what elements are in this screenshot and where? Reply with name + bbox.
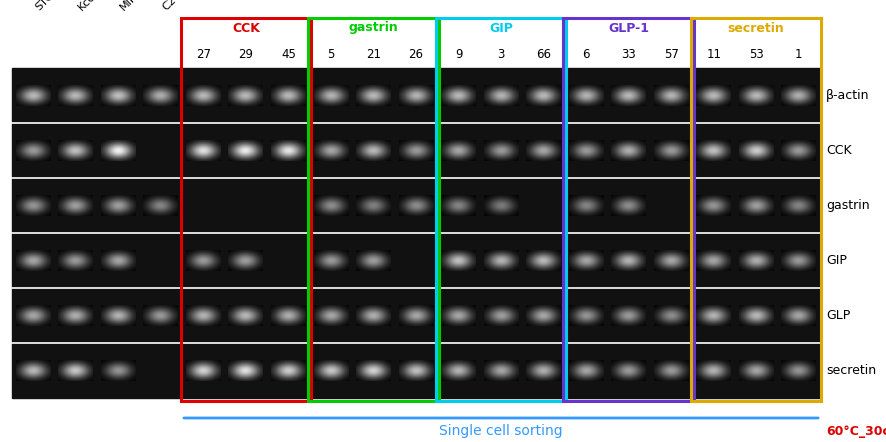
Text: 29: 29 — [238, 49, 253, 61]
Text: β-actin: β-actin — [826, 89, 869, 102]
Text: Single cell sorting: Single cell sorting — [439, 424, 563, 438]
Text: 9: 9 — [455, 49, 462, 61]
Text: 60°C_30cycle: 60°C_30cycle — [826, 424, 886, 438]
Text: secretin: secretin — [826, 364, 876, 377]
Text: CCK: CCK — [232, 22, 260, 34]
Text: GIP: GIP — [489, 22, 513, 34]
Text: GLP-1: GLP-1 — [608, 22, 649, 34]
Bar — [12, 68, 820, 398]
Text: 26: 26 — [408, 49, 424, 61]
Text: gastrin: gastrin — [826, 199, 870, 212]
Text: 45: 45 — [281, 49, 296, 61]
Text: C2C12: C2C12 — [161, 0, 194, 12]
Text: 11: 11 — [706, 49, 721, 61]
Text: STC-1: STC-1 — [34, 0, 63, 12]
Text: 53: 53 — [749, 49, 764, 61]
Bar — [308, 18, 439, 401]
Text: 33: 33 — [621, 49, 636, 61]
Bar — [563, 18, 694, 401]
Bar — [436, 18, 566, 401]
Text: CCK: CCK — [826, 144, 851, 157]
Bar — [691, 18, 821, 401]
Bar — [181, 18, 311, 401]
Text: 27: 27 — [196, 49, 211, 61]
Text: 5: 5 — [327, 49, 335, 61]
Text: GLP: GLP — [826, 309, 851, 322]
Text: 1: 1 — [795, 49, 803, 61]
Text: gastrin: gastrin — [348, 22, 399, 34]
Text: MIN6: MIN6 — [119, 0, 145, 12]
Text: GIP: GIP — [826, 254, 847, 267]
Text: secretin: secretin — [727, 22, 785, 34]
Text: 6: 6 — [582, 49, 590, 61]
Text: 66: 66 — [536, 49, 551, 61]
Text: Kcell: Kcell — [76, 0, 102, 12]
Text: 3: 3 — [497, 49, 505, 61]
Text: 57: 57 — [664, 49, 679, 61]
Text: 21: 21 — [366, 49, 381, 61]
